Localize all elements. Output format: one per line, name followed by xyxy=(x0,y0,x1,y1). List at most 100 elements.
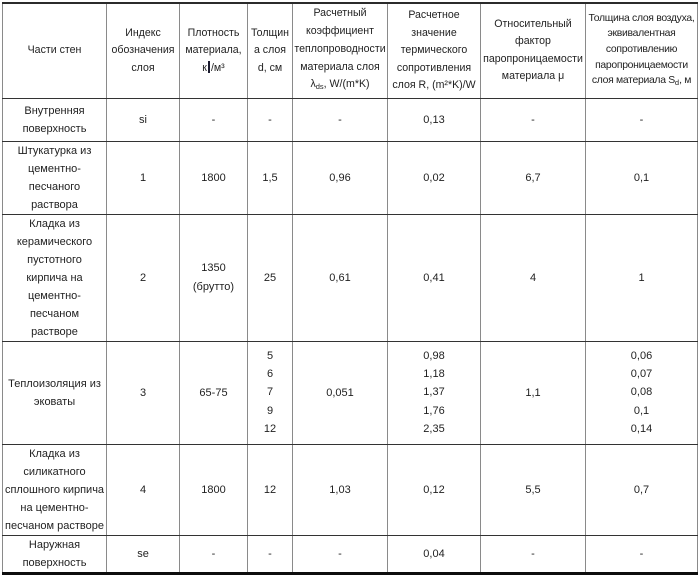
cell-thickness[interactable]: 1,5 xyxy=(247,140,293,215)
cell-resistance[interactable]: 0,12 xyxy=(387,443,481,536)
cell-resistance[interactable]: 0,41 xyxy=(387,213,481,342)
cell-thickness[interactable]: - xyxy=(247,534,293,574)
text-line: эковаты xyxy=(33,395,76,408)
text-line: слоя R, (m²*K)/W xyxy=(392,79,476,91)
text-line: эквивалентная xyxy=(607,28,676,40)
text-line: 1,18 xyxy=(423,368,445,381)
cell-text: Штукатурка из цементно-песчаного раствора xyxy=(4,142,105,213)
cell-layer-index[interactable]: si xyxy=(106,97,180,142)
cell-lambda[interactable]: - xyxy=(292,534,388,574)
text-line: слоя xyxy=(131,61,155,74)
cell-thickness[interactable]: 5 6 7 9 12 xyxy=(247,340,293,445)
sd-unit-line: слоя материала Sd, м xyxy=(587,73,696,91)
text-line: раствора xyxy=(31,198,78,211)
cell-sd[interactable]: - xyxy=(585,534,698,574)
text-line: Наружная xyxy=(28,538,81,551)
text-line: пустотного xyxy=(27,253,82,266)
cell-sd[interactable]: 0,1 xyxy=(585,140,698,215)
text-line: керамического xyxy=(16,235,93,248)
cell-density[interactable]: - xyxy=(179,534,248,574)
header-layer-index[interactable]: Индекс обозначения слоя xyxy=(106,2,180,99)
header-vapor-permeability-factor[interactable]: Относительный фактор паропроницаемости мате… xyxy=(480,2,586,99)
cell-text: 0,06 0,07 0,08 0,1 0,14 xyxy=(587,347,696,438)
density-unit-line: к/м³ xyxy=(181,60,246,78)
cell-layer-index[interactable]: 2 xyxy=(106,213,180,342)
cell-wall-part[interactable]: Внутренняя поверхность xyxy=(2,97,107,142)
text-line: коэффициент xyxy=(306,25,374,38)
cell-layer-index[interactable]: 3 xyxy=(106,340,180,445)
text-line: 0,14 xyxy=(630,422,653,435)
text-line: песчаном растворе xyxy=(5,519,104,532)
header-text: Части стен xyxy=(27,44,82,56)
lambda-symbol: λ xyxy=(310,78,316,91)
cell-thickness[interactable]: 12 xyxy=(247,443,293,536)
text-line: термического xyxy=(400,44,468,56)
cell-wall-part[interactable]: Кладка из силикатного сплошного кирпича на … xyxy=(2,443,107,536)
header-layer-thickness[interactable]: Толщин а слоя d, см xyxy=(247,2,293,99)
cell-density[interactable]: 1800 xyxy=(179,443,248,536)
cell-mu[interactable]: 6,7 xyxy=(480,140,586,215)
cell-lambda[interactable]: - xyxy=(292,97,388,142)
sd-subscript: d xyxy=(674,78,680,88)
text-line: Относительный xyxy=(494,17,572,30)
text-line: Кладка из xyxy=(29,217,80,230)
cell-thickness[interactable]: - xyxy=(247,97,293,142)
text-line: Индекс xyxy=(125,26,161,39)
cell-layer-index[interactable]: 1 xyxy=(106,140,180,215)
text-line: (брутто) xyxy=(192,280,235,293)
text-line: 1350 xyxy=(201,262,226,275)
cell-thickness[interactable]: 25 xyxy=(247,213,293,342)
cell-lambda[interactable]: 0,96 xyxy=(292,140,388,215)
text-line: на цементно- xyxy=(20,501,89,514)
header-text: Толщин а слоя d, см xyxy=(249,25,291,78)
cell-lambda[interactable]: 0,61 xyxy=(292,213,388,342)
text-line: 9 xyxy=(266,404,274,417)
cell-wall-part[interactable]: Кладка из керамического пустотного кирпича … xyxy=(2,213,107,342)
cell-sd[interactable]: 0,7 xyxy=(585,443,698,536)
header-thermal-conductivity[interactable]: Расчетный коэффициент теплопроводности мате… xyxy=(292,2,388,99)
header-parts-of-walls[interactable]: Части стен xyxy=(2,2,107,99)
cell-density[interactable]: 65-75 xyxy=(179,340,248,445)
cell-wall-part[interactable]: Наружная поверхность xyxy=(2,534,107,574)
cell-text: 1350 (брутто) xyxy=(181,259,246,295)
cell-text: 5 6 7 9 12 xyxy=(249,347,291,438)
cell-sd[interactable]: - xyxy=(585,97,698,142)
text-line: Расчетный xyxy=(313,7,367,20)
cell-text: Наружная поверхность xyxy=(4,536,105,572)
cell-resistance[interactable]: 0,13 xyxy=(387,97,481,142)
cell-sd[interactable]: 1 xyxy=(585,213,698,342)
cell-text: 0,98 1,18 1,37 1,76 2,35 xyxy=(389,347,479,438)
cell-sd[interactable]: 0,06 0,07 0,08 0,1 0,14 xyxy=(585,340,698,445)
cell-wall-part[interactable]: Штукатурка из цементно-песчаного раствора xyxy=(2,140,107,215)
table-row-ceramic-brick: Кладка из керамического пустотного кирпича … xyxy=(2,213,698,342)
cell-resistance[interactable]: 0,98 1,18 1,37 1,76 2,35 xyxy=(387,340,481,445)
lambda-subscript: ds xyxy=(315,82,324,92)
cell-density[interactable]: - xyxy=(179,97,248,142)
cell-wall-part[interactable]: Теплоизоляция из эковаты xyxy=(2,340,107,445)
text-line: цементно-песчаного xyxy=(28,162,81,193)
cell-resistance[interactable]: 0,04 xyxy=(387,534,481,574)
cell-resistance[interactable]: 0,02 xyxy=(387,140,481,215)
cell-mu[interactable]: - xyxy=(480,97,586,142)
header-thermal-resistance[interactable]: Расчетное значение термического сопротивлен… xyxy=(387,2,481,99)
cell-mu[interactable]: 4 xyxy=(480,213,586,342)
cell-layer-index[interactable]: se xyxy=(106,534,180,574)
cell-text: Теплоизоляция из эковаты xyxy=(4,375,105,411)
cell-lambda[interactable]: 1,03 xyxy=(292,443,388,536)
header-text: Расчетный коэффициент теплопроводности мате… xyxy=(294,5,386,76)
text-line: Толщина слоя воздуха, xyxy=(588,12,695,24)
lambda-unit: , W/(m*K) xyxy=(323,78,370,91)
cell-mu[interactable]: 1,1 xyxy=(480,340,586,445)
cell-density[interactable]: 1350 (брутто) xyxy=(179,213,248,342)
text-line: значение xyxy=(411,26,457,39)
header-material-density[interactable]: Плотность материала, к/м³ xyxy=(179,2,248,99)
cell-layer-index[interactable]: 4 xyxy=(106,443,180,536)
header-equivalent-air-layer[interactable]: Толщина слоя воздуха, эквивалентная сопрот… xyxy=(585,2,698,99)
text-line: материала слоя xyxy=(300,60,380,73)
cell-density[interactable]: 1800 xyxy=(179,140,248,215)
cell-lambda[interactable]: 0,051 xyxy=(292,340,388,445)
text-line: материала, xyxy=(185,44,242,56)
cell-mu[interactable]: - xyxy=(480,534,586,574)
cell-mu[interactable]: 5,5 xyxy=(480,443,586,536)
